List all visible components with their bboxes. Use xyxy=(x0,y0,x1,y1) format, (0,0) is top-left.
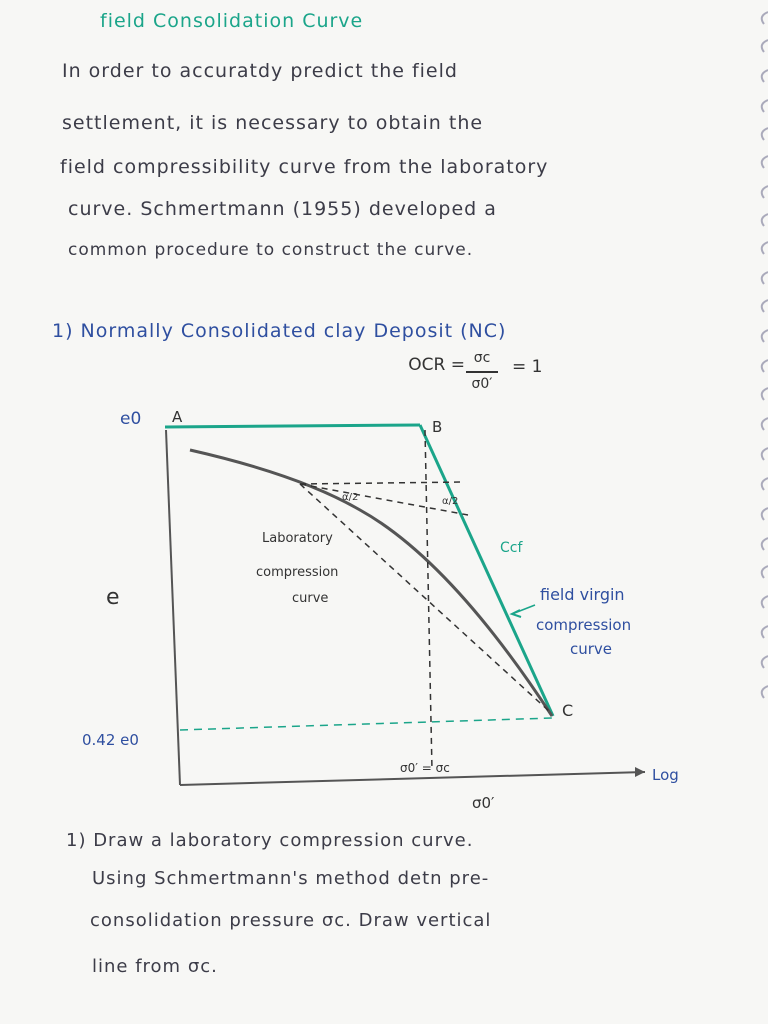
paragraph-line: In order to accuratdy predict the field xyxy=(62,60,458,82)
arrow xyxy=(511,604,536,615)
spiral-binding xyxy=(760,11,768,699)
point-label: B xyxy=(432,418,442,436)
point-label: C xyxy=(562,701,573,720)
formula-denominator: σ0′ xyxy=(472,376,493,392)
formula-numerator: σc xyxy=(474,350,491,366)
lab-curve xyxy=(189,448,554,717)
paragraph-line: common procedure to construct the curve. xyxy=(68,240,474,260)
step-line: Using Schmertmann's method detn pre- xyxy=(92,868,490,889)
point-label: A xyxy=(172,408,183,426)
line-bc xyxy=(418,424,555,717)
paragraph-line: settlement, it is necessary to obtain th… xyxy=(62,112,484,134)
x-axis xyxy=(179,771,646,786)
dashed-line xyxy=(299,481,466,485)
section-heading: 1) Normally Consolidated clay Deposit (N… xyxy=(52,320,507,342)
e0-label: e0 xyxy=(120,409,141,429)
formula-rhs: = 1 xyxy=(512,357,542,377)
page-title: field Consolidation Curve xyxy=(100,10,364,32)
lab-curve-label: curve xyxy=(292,591,328,606)
formula-lhs: OCR = xyxy=(408,355,465,375)
pressure-label: σ0′ = σc xyxy=(400,761,450,775)
step-line: line from σc. xyxy=(92,956,218,977)
field-curve-label: compression xyxy=(536,616,631,634)
line-ab xyxy=(164,423,421,429)
ccf-label: Ccf xyxy=(500,540,523,556)
lower-e-label: 0.42 e0 xyxy=(82,731,139,749)
lab-curve-label: Laboratory xyxy=(262,531,333,546)
x-axis-label: σ0′ xyxy=(472,794,495,812)
paragraph-line: field compressibility curve from the lab… xyxy=(60,156,549,178)
field-curve-label: curve xyxy=(570,640,612,658)
step-line: 1) Draw a laboratory compression curve. xyxy=(66,830,474,851)
angle-label: α/2 xyxy=(442,496,458,507)
step-line: consolidation pressure σc. Draw vertical xyxy=(90,910,492,931)
y-axis xyxy=(165,429,181,786)
paragraph-line: curve. Schmertmann (1955) developed a xyxy=(68,198,497,220)
lab-curve-label: compression xyxy=(256,565,338,580)
angle-label: α/2 xyxy=(342,492,358,503)
y-axis-label: e xyxy=(106,585,120,610)
x-axis-end-label: Log xyxy=(652,766,679,784)
dashed-line xyxy=(424,429,433,771)
arrow xyxy=(635,767,645,777)
dashed-line xyxy=(179,717,553,731)
field-curve-label: field virgin xyxy=(540,585,625,604)
dashed-line xyxy=(299,483,551,713)
